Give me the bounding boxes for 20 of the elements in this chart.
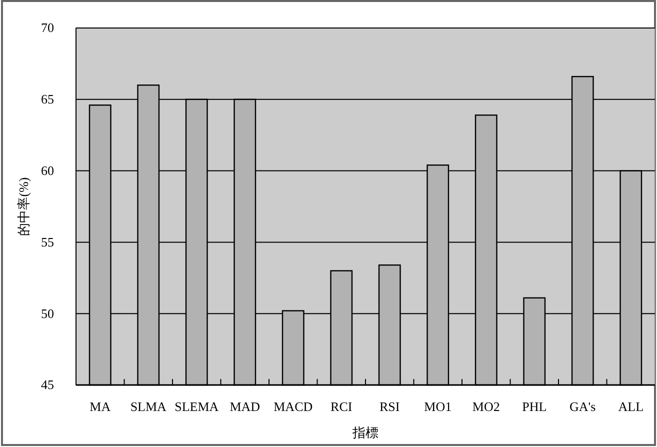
x-axis-title: 指標 [352,425,378,440]
x-tick-label: PHL [522,399,547,414]
x-tick-label: MO2 [472,399,500,414]
x-tick-label: GA's [570,399,596,414]
y-tick-label: 45 [41,377,54,392]
x-tick-label: SLMA [130,399,168,414]
y-tick-label: 70 [41,20,54,36]
y-axis-title: 的中率(%) [16,177,31,236]
x-tick-label: SLEMA [174,399,220,414]
x-tick-label: MO1 [424,399,452,414]
x-tick-label: MACD [274,399,313,414]
x-tick-label: RSI [380,399,400,414]
y-tick-label: 50 [41,306,54,321]
x-tick-label: ALL [618,399,644,414]
x-tick-label: MAD [230,399,260,414]
x-tick-label: MA [90,399,112,414]
y-tick-label: 55 [41,234,54,250]
x-tick-label: RCI [330,399,352,414]
y-tick-label: 65 [41,92,54,107]
y-tick-label: 60 [41,162,54,178]
